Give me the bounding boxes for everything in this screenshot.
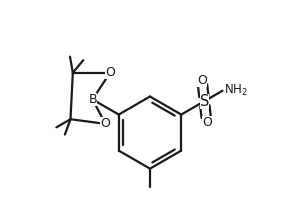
Text: O: O	[100, 117, 110, 130]
Text: O: O	[105, 66, 115, 79]
Text: B: B	[88, 93, 97, 106]
Text: S: S	[200, 94, 209, 109]
Text: O: O	[197, 74, 207, 87]
Text: O: O	[202, 116, 212, 129]
Text: NH$_2$: NH$_2$	[224, 83, 248, 98]
